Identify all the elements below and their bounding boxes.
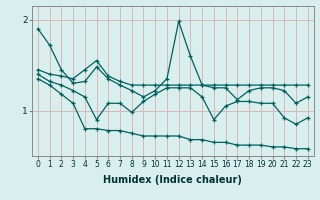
X-axis label: Humidex (Indice chaleur): Humidex (Indice chaleur) (103, 175, 242, 185)
